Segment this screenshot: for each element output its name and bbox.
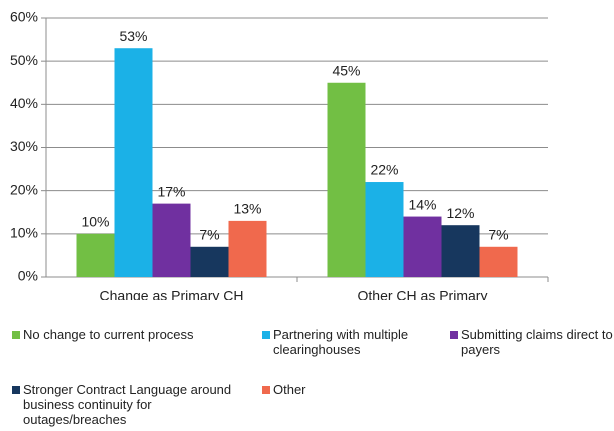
legend-label: No change to current process [23, 327, 194, 342]
y-tick-label: 60% [10, 9, 38, 25]
bar [327, 82, 366, 277]
bar [479, 246, 518, 277]
legend-item: No change to current process [12, 327, 253, 342]
y-tick-label: 10% [10, 225, 38, 241]
legend-label: Other [273, 382, 306, 397]
legend-swatch [262, 386, 270, 394]
bar [76, 233, 115, 277]
legend-swatch [12, 386, 20, 394]
bar [228, 220, 267, 277]
legend-label: Partnering with multiple clearinghouses [273, 327, 409, 357]
value-label: 13% [233, 201, 261, 217]
legend-item: Other [262, 382, 393, 397]
legend-label: Stronger Contract Language around busine… [23, 382, 232, 427]
y-tick-label: 50% [10, 52, 38, 68]
value-label: 7% [199, 226, 219, 242]
bar [190, 246, 229, 277]
x-tick-label: Other CH as Primary [358, 288, 488, 300]
value-label: 22% [370, 162, 398, 178]
x-tick-label: Change as Primary CH [100, 288, 244, 300]
legend-swatch [450, 331, 458, 339]
value-label: 53% [119, 28, 147, 44]
y-tick-label: 40% [10, 95, 38, 111]
y-tick-label: 30% [10, 138, 38, 154]
chart: 0% 10% 20% 30% 40% 50% 60% Change as Primary CH… [10, 9, 549, 300]
legend-item: Submitting claims direct to payers [450, 327, 614, 357]
bar [114, 48, 153, 277]
bar [152, 203, 191, 277]
y-tick-label: 0% [18, 268, 38, 284]
value-label: 10% [81, 214, 109, 230]
legend-swatch [12, 331, 20, 339]
value-label: 45% [332, 62, 360, 78]
bar [403, 216, 442, 277]
value-label: 17% [157, 183, 185, 199]
value-label: 12% [446, 205, 474, 221]
legend-label: Submitting claims direct to payers [461, 327, 613, 357]
bar [365, 182, 404, 277]
bar [441, 225, 480, 277]
legend-swatch [262, 331, 270, 339]
legend-item: Stronger Contract Language around busine… [12, 382, 233, 427]
y-tick-label: 20% [10, 181, 38, 197]
value-label: 7% [488, 226, 508, 242]
legend-item: Partnering with multiple clearinghouses [262, 327, 448, 357]
value-label: 14% [408, 196, 436, 212]
